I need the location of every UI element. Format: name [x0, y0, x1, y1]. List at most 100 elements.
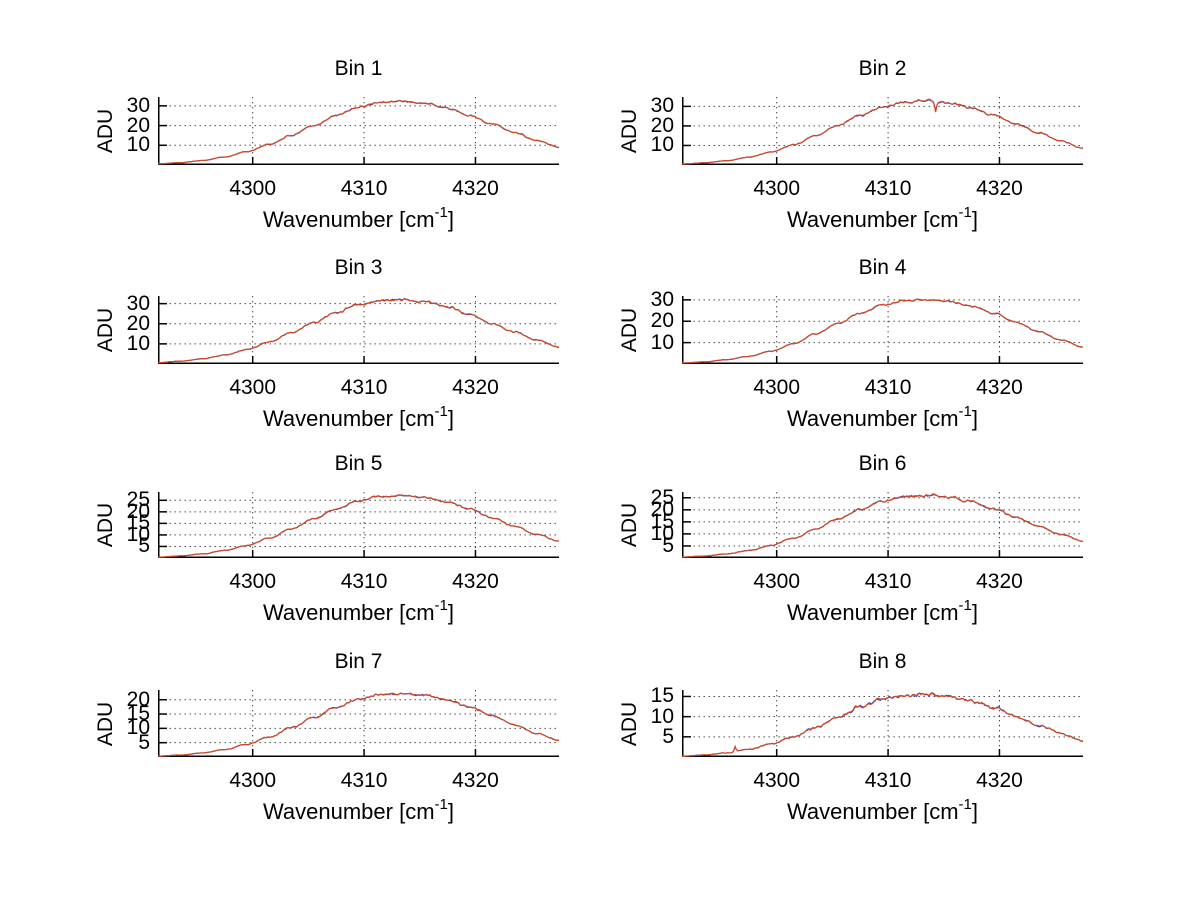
y-tick-label: 25 [650, 485, 674, 509]
x-axis-label: Wavenumber [cm-1] [158, 404, 559, 434]
x-axis-label: Wavenumber [cm-1] [682, 404, 1083, 434]
x-tick-label: 4320 [976, 376, 1023, 399]
x-axis-label-bracket: ] [971, 799, 979, 824]
x-tick-label: 4300 [753, 177, 801, 200]
plot-area [682, 492, 1084, 558]
spectrum-trace [681, 692, 1084, 757]
x-tick-label: 4310 [864, 376, 912, 399]
subplot: Bin 5 ADU Wavenumber [cm-1] 5 10 15 20 25 430… [94, 452, 560, 625]
y-tick-label: 10 [650, 704, 674, 728]
spectrum-trace-under [681, 99, 1084, 165]
x-axis-label-superscript: -1 [958, 596, 972, 614]
x-axis-label-superscript: -1 [958, 795, 972, 813]
subplot-title: Bin 8 [858, 650, 907, 673]
x-tick-label: 4300 [229, 570, 277, 593]
x-tick-label: 4310 [340, 769, 388, 792]
x-axis-label-text: Wavenumber [cm [262, 207, 435, 232]
x-tick-label: 4310 [340, 177, 388, 200]
spectrum-trace-under [158, 692, 559, 757]
spectrum-trace-under [682, 298, 1084, 364]
y-tick-label: 15 [650, 509, 674, 533]
spectrum-trace [681, 98, 1084, 165]
x-axis-label-bracket: ] [971, 600, 979, 625]
spectrum-trace-under [681, 692, 1084, 757]
x-tick-label: 4310 [864, 177, 912, 200]
x-axis-label: Wavenumber [cm-1] [158, 797, 559, 827]
x-axis-label: Wavenumber [cm-1] [158, 598, 559, 628]
spectrum-trace [682, 493, 1084, 558]
x-axis-label-text: Wavenumber [cm [786, 799, 959, 824]
x-tick-label: 4320 [976, 177, 1023, 200]
x-axis-label-text: Wavenumber [cm [262, 406, 435, 431]
y-tick-label: 15 [650, 684, 674, 708]
x-tick-label: 4310 [340, 570, 388, 593]
x-axis-label-text: Wavenumber [cm [786, 600, 959, 625]
y-tick-label: 20 [650, 309, 674, 333]
y-tick-label: 20 [126, 499, 150, 523]
x-tick-label: 4320 [976, 769, 1023, 792]
x-tick-label: 4300 [229, 376, 277, 399]
x-axis-label-text: Wavenumber [cm [786, 207, 959, 232]
plot-area [157, 97, 560, 165]
x-axis-label-text: Wavenumber [cm [262, 600, 435, 625]
x-axis-label: Wavenumber [cm-1] [682, 205, 1083, 235]
subplot: Bin 7 ADU Wavenumber [cm-1] 5 10 15 20 4300 4… [94, 650, 560, 824]
x-tick-label: 4310 [864, 570, 912, 593]
x-axis-label-superscript: -1 [434, 402, 448, 420]
x-axis-label-superscript: -1 [434, 203, 448, 221]
x-axis-label: Wavenumber [cm-1] [682, 797, 1083, 827]
y-tick-label: 20 [126, 113, 150, 137]
plot-area [158, 296, 560, 364]
plot-area [158, 492, 560, 558]
x-tick-label: 4320 [452, 769, 499, 792]
y-tick-label: 5 [138, 730, 150, 754]
x-axis-label-superscript: -1 [958, 203, 972, 221]
y-tick-label: 20 [650, 113, 674, 137]
y-tick-label: 25 [126, 488, 150, 512]
x-axis-label-bracket: ] [447, 406, 455, 431]
x-axis-label-superscript: -1 [958, 402, 972, 420]
x-tick-label: 4300 [229, 769, 277, 792]
subplot: Bin 2 ADU Wavenumber [cm-1] 10 20 30 4300 43… [618, 57, 1084, 232]
y-tick-label: 30 [126, 291, 150, 315]
subplot: Bin 4 ADU Wavenumber [cm-1] 10 20 30 4300 43… [618, 256, 1084, 431]
subplot-title: Bin 5 [334, 452, 383, 475]
x-axis-label-bracket: ] [447, 799, 455, 824]
y-tick-label: 10 [650, 133, 674, 157]
x-axis-label-text: Wavenumber [cm [786, 406, 959, 431]
plot-area [681, 97, 1084, 165]
x-tick-label: 4310 [340, 376, 388, 399]
y-tick-label: 15 [126, 702, 150, 726]
x-axis-label-bracket: ] [447, 600, 455, 625]
y-tick-label: 10 [126, 522, 150, 546]
x-axis-label: Wavenumber [cm-1] [682, 598, 1083, 628]
plot-area [681, 690, 1084, 757]
y-tick-label: 5 [662, 724, 674, 748]
x-axis-label-bracket: ] [971, 207, 979, 232]
y-tick-label: 30 [650, 287, 674, 311]
subplot-title: Bin 2 [858, 57, 907, 80]
y-tick-label: 20 [650, 497, 674, 521]
plot-area [682, 296, 1084, 364]
subplot: Bin 1 ADU Wavenumber [cm-1] 10 20 30 4300 43… [94, 57, 560, 232]
y-tick-label: 10 [650, 521, 674, 545]
subplot: Bin 3 ADU Wavenumber [cm-1] 10 20 30 4300 43… [94, 256, 560, 431]
x-axis-label-superscript: -1 [434, 795, 448, 813]
y-tick-label: 10 [126, 133, 150, 157]
x-tick-label: 4320 [452, 570, 499, 593]
spectrum-trace-under [682, 493, 1084, 558]
spectrum-trace [158, 692, 560, 757]
x-axis-label-text: Wavenumber [cm [262, 799, 435, 824]
spectrum-trace-under [158, 298, 559, 364]
spectrum-trace [158, 494, 560, 558]
spectrum-trace-under [158, 493, 559, 558]
subplot-title: Bin 6 [858, 452, 907, 475]
x-axis-label: Wavenumber [cm-1] [158, 205, 559, 235]
x-tick-label: 4300 [753, 769, 801, 792]
x-tick-label: 4320 [976, 570, 1023, 593]
y-tick-label: 20 [126, 687, 150, 711]
x-axis-label-bracket: ] [447, 207, 455, 232]
y-tick-label: 30 [126, 93, 150, 117]
plot-area [158, 690, 560, 757]
